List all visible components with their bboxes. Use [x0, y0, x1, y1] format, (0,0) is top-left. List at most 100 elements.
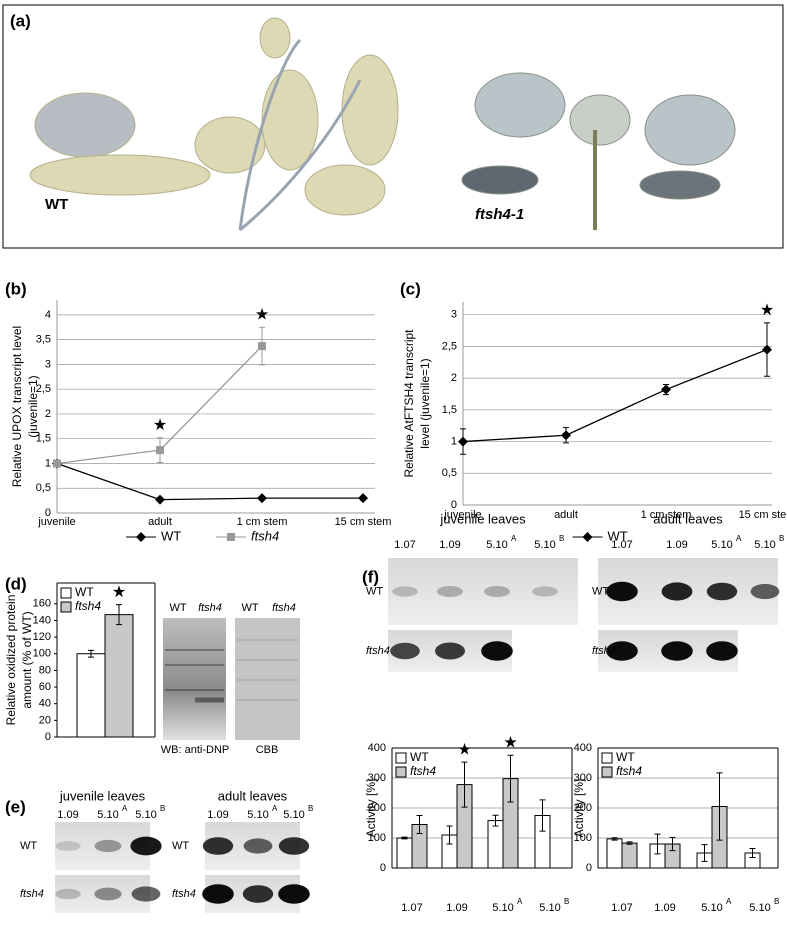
x-tick-label: 15 cm stem	[335, 516, 392, 528]
y-tick-label: 400	[368, 742, 386, 754]
lane-label: 1.09	[207, 809, 228, 821]
y-tick-label: 0,5	[36, 482, 51, 494]
y-axis-label: Relative UPOX transcript level	[10, 326, 24, 487]
error-bar	[461, 761, 468, 808]
blot-band	[390, 642, 420, 660]
marker	[53, 459, 61, 468]
x-tick-label: 5.10	[539, 902, 560, 914]
lane-label: 5.10	[534, 539, 555, 551]
x-tick-label: 5.10	[749, 902, 770, 914]
marker	[136, 532, 146, 542]
blot-band	[661, 641, 693, 661]
lane-superscript: B	[559, 534, 564, 543]
blot-band	[131, 886, 161, 902]
error-bar	[749, 848, 756, 858]
blot-band	[481, 641, 513, 661]
legend-swatch	[60, 587, 72, 599]
y-tick-label: 200	[574, 802, 592, 814]
lane-label: 5.10	[97, 809, 118, 821]
panel-label: (e)	[5, 797, 26, 816]
x-tick-label: juvenile	[37, 516, 75, 528]
error-bar	[88, 649, 94, 658]
y-tick-label: 100	[368, 832, 386, 844]
lane-label: 1.09	[57, 809, 78, 821]
blot-band	[55, 888, 81, 900]
lane-label: ftsh4	[198, 602, 222, 614]
y-tick-label: 100	[33, 648, 51, 660]
legend-label: ftsh4	[251, 528, 279, 543]
error-bar	[654, 833, 661, 855]
marker	[358, 493, 368, 504]
marker	[258, 342, 266, 351]
row-label: WT	[592, 585, 609, 597]
x-tick-label: juvenile	[443, 509, 481, 521]
lane-label: 1.09	[666, 539, 687, 551]
y-tick-label: 2,5	[442, 340, 457, 352]
ftsh4-plant-photo	[461, 72, 736, 230]
blot-band	[706, 582, 738, 601]
y-tick-label: 160	[33, 598, 51, 610]
significance-star: ★	[457, 741, 471, 758]
error-bar	[416, 815, 423, 834]
y-tick-label: 60	[39, 681, 51, 693]
blot-band	[750, 583, 780, 600]
bar	[104, 614, 134, 738]
y-axis-label: Activity [%]	[364, 779, 378, 838]
y-axis-label: Relative oxidized protein	[4, 595, 18, 726]
panel-label: (a)	[10, 11, 31, 30]
y-tick-label: 0,5	[442, 467, 457, 479]
blot-band	[606, 641, 638, 661]
blot-band	[94, 839, 122, 853]
y-axis-label: amount (% of WT)	[20, 611, 34, 708]
y-tick-label: 2	[45, 408, 51, 420]
lane-superscript: A	[511, 534, 517, 543]
error-bar	[507, 754, 514, 803]
y-tick-label: 3,5	[36, 334, 51, 346]
y-axis-label: (juvenile=1)	[26, 375, 40, 437]
bar	[487, 820, 504, 869]
y-tick-label: 300	[574, 772, 592, 784]
error-bar	[669, 836, 676, 852]
marker	[458, 436, 468, 447]
series-line	[462, 348, 768, 443]
error-bar	[446, 825, 453, 845]
panel-label: (b)	[5, 279, 27, 298]
blot-band	[706, 641, 738, 661]
blot-band	[661, 582, 693, 601]
blot-band	[392, 586, 418, 597]
y-tick-label: 400	[574, 742, 592, 754]
x-tick-label: 1 cm stem	[237, 516, 288, 528]
blot-image	[388, 558, 578, 625]
significance-star: ★	[503, 734, 517, 751]
legend-swatch	[395, 766, 407, 778]
blot-band	[243, 838, 273, 854]
plant-label: WT	[45, 196, 68, 213]
lane-label: 5.10	[486, 539, 507, 551]
x-tick-superscript: A	[517, 897, 523, 906]
y-tick-label: 0	[45, 507, 51, 519]
bar	[606, 838, 623, 869]
blot-band	[55, 841, 81, 851]
gel-title: adult leaves	[218, 788, 288, 803]
y-tick-label: 3	[45, 358, 51, 370]
error-bar	[716, 772, 723, 841]
legend-swatch	[601, 752, 613, 764]
lane-label: 5.10	[754, 539, 775, 551]
blot-band	[435, 642, 465, 660]
marker	[661, 384, 671, 395]
blot-band	[278, 884, 310, 904]
x-tick-superscript: B	[564, 897, 569, 906]
significance-star: ★	[255, 306, 269, 323]
series-line	[56, 462, 363, 501]
gel-title: juvenile leaves	[439, 511, 526, 526]
legend-swatch	[601, 766, 613, 778]
lane-superscript: A	[272, 804, 278, 813]
lane-label: WT	[241, 602, 258, 614]
y-tick-label: 2,5	[36, 383, 51, 395]
blot-band	[532, 586, 558, 597]
y-axis-label: Relative AtFTSH4 transcript	[402, 329, 416, 478]
gel-title: juvenile leaves	[59, 788, 146, 803]
y-tick-label: 1	[451, 435, 457, 447]
marker	[762, 344, 772, 355]
